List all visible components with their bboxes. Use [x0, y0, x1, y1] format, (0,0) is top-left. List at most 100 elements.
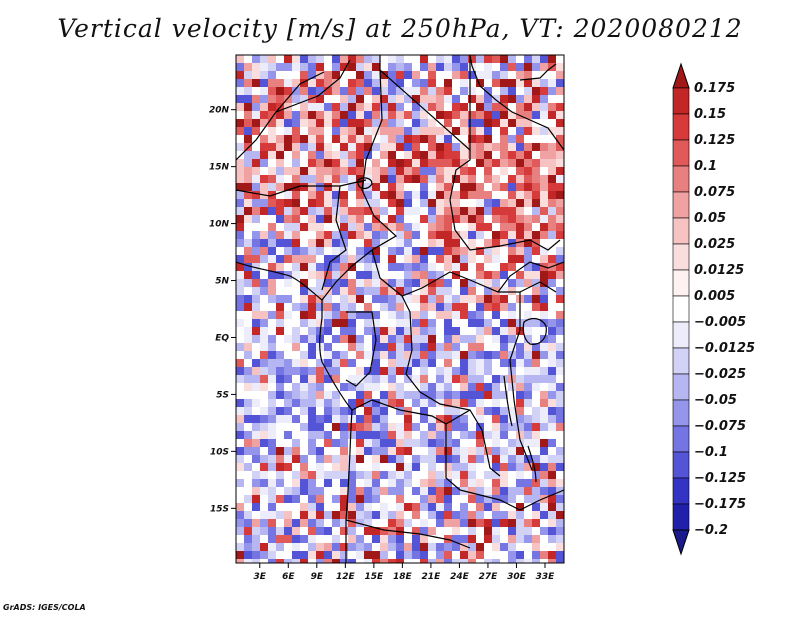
field-cell [372, 279, 380, 287]
field-cell [356, 511, 364, 519]
field-cell [276, 367, 284, 375]
field-cell [300, 71, 308, 79]
field-cell [460, 535, 468, 543]
field-cell [428, 351, 436, 359]
field-cell [364, 399, 372, 407]
field-cell [452, 383, 460, 391]
field-cell [268, 95, 276, 103]
field-cell [436, 279, 444, 287]
field-cell [300, 471, 308, 479]
field-cell [252, 199, 260, 207]
field-cell [476, 359, 484, 367]
field-cell [380, 143, 388, 151]
field-cell [388, 167, 396, 175]
field-cell [404, 519, 412, 527]
field-cell [436, 551, 444, 559]
field-cell [268, 543, 276, 551]
colorbar-segment [672, 477, 690, 505]
field-cell [524, 415, 532, 423]
field-cell [332, 119, 340, 127]
field-cell [284, 87, 292, 95]
field-cell [324, 79, 332, 87]
field-cell [252, 439, 260, 447]
field-cell [252, 431, 260, 439]
field-cell [364, 447, 372, 455]
field-cell [404, 351, 412, 359]
field-cell [332, 95, 340, 103]
field-cell [356, 375, 364, 383]
field-cell [348, 439, 356, 447]
field-cell [484, 471, 492, 479]
field-cell [308, 239, 316, 247]
field-cell [348, 423, 356, 431]
field-cell [556, 479, 564, 487]
field-cell [500, 127, 508, 135]
field-cell [468, 55, 476, 63]
field-cell [364, 535, 372, 543]
field-cell [428, 119, 436, 127]
field-cell [276, 199, 284, 207]
field-cell [516, 63, 524, 71]
field-cell [532, 415, 540, 423]
field-cell [540, 495, 548, 503]
field-cell [436, 239, 444, 247]
field-cell [532, 495, 540, 503]
field-cell [500, 223, 508, 231]
field-cell [332, 495, 340, 503]
field-cell [460, 199, 468, 207]
field-cell [444, 55, 452, 63]
field-cell [468, 551, 476, 559]
field-cell [524, 111, 532, 119]
field-cell [492, 351, 500, 359]
field-cell [548, 231, 556, 239]
field-cell [276, 423, 284, 431]
field-cell [524, 343, 532, 351]
field-cell [508, 303, 516, 311]
field-cell [340, 311, 348, 319]
field-cell [340, 231, 348, 239]
field-cell [260, 279, 268, 287]
field-cell [412, 279, 420, 287]
field-cell [524, 559, 532, 563]
field-cell [236, 343, 244, 351]
field-cell [300, 447, 308, 455]
field-cell [412, 367, 420, 375]
field-cell [428, 471, 436, 479]
niger-north [275, 71, 325, 113]
field-cell [380, 87, 388, 95]
field-cell [404, 279, 412, 287]
field-cell [324, 455, 332, 463]
field-cell [460, 519, 468, 527]
field-cell [484, 415, 492, 423]
field-cell [548, 423, 556, 431]
field-cell [236, 495, 244, 503]
field-cell [420, 407, 428, 415]
field-cell [396, 287, 404, 295]
field-cell [508, 135, 516, 143]
field-cell [268, 55, 276, 63]
field-cell [276, 551, 284, 559]
field-cell [508, 479, 516, 487]
field-cell [412, 463, 420, 471]
field-cell [420, 463, 428, 471]
field-cell [364, 327, 372, 335]
field-cell [420, 207, 428, 215]
field-cell [436, 367, 444, 375]
field-cell [324, 159, 332, 167]
field-cell [356, 191, 364, 199]
field-cell [324, 535, 332, 543]
field-cell [252, 239, 260, 247]
field-cell [348, 503, 356, 511]
field-cell [292, 119, 300, 127]
field-cell [260, 87, 268, 95]
field-cell [468, 343, 476, 351]
field-cell [460, 71, 468, 79]
field-cell [380, 71, 388, 79]
field-cell [404, 487, 412, 495]
field-cell [420, 375, 428, 383]
field-cell [516, 439, 524, 447]
field-cell [372, 135, 380, 143]
field-cell [372, 407, 380, 415]
field-cell [484, 63, 492, 71]
field-cell [284, 151, 292, 159]
